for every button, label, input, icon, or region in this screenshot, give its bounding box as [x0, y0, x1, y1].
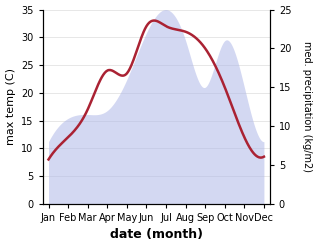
- Y-axis label: med. precipitation (kg/m2): med. precipitation (kg/m2): [302, 41, 313, 172]
- X-axis label: date (month): date (month): [110, 228, 203, 242]
- Y-axis label: max temp (C): max temp (C): [5, 68, 16, 145]
